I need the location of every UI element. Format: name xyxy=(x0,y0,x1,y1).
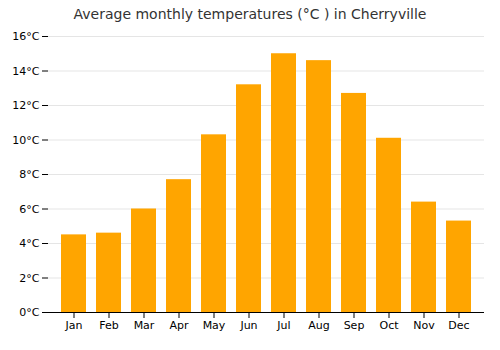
svg-text:Jun: Jun xyxy=(239,319,257,332)
svg-text:Aug: Aug xyxy=(308,319,329,332)
svg-text:Nov: Nov xyxy=(413,319,435,332)
svg-text:Mar: Mar xyxy=(134,319,155,332)
svg-text:4°C: 4°C xyxy=(19,237,39,250)
svg-text:Jul: Jul xyxy=(276,319,290,332)
svg-text:8°C: 8°C xyxy=(19,168,39,181)
svg-text:6°C: 6°C xyxy=(19,203,39,216)
svg-text:Dec: Dec xyxy=(448,319,469,332)
svg-text:10°C: 10°C xyxy=(12,134,39,147)
svg-text:Apr: Apr xyxy=(169,319,189,332)
svg-text:14°C: 14°C xyxy=(12,65,39,78)
svg-text:12°C: 12°C xyxy=(12,99,39,112)
html-text:Average monthly temperatures (: Average monthly temperatures (°C ) in Ch… xyxy=(73,6,427,22)
svg-text:16°C: 16°C xyxy=(12,30,39,43)
svg-text:Oct: Oct xyxy=(379,319,399,332)
svg-text:Jan: Jan xyxy=(65,319,83,332)
svg-text:2°C: 2°C xyxy=(19,272,39,285)
svg-text:Sep: Sep xyxy=(344,319,365,332)
svg-text:0°C: 0°C xyxy=(19,306,39,319)
svg-text:Feb: Feb xyxy=(99,319,118,332)
svg-text:May: May xyxy=(203,319,226,332)
